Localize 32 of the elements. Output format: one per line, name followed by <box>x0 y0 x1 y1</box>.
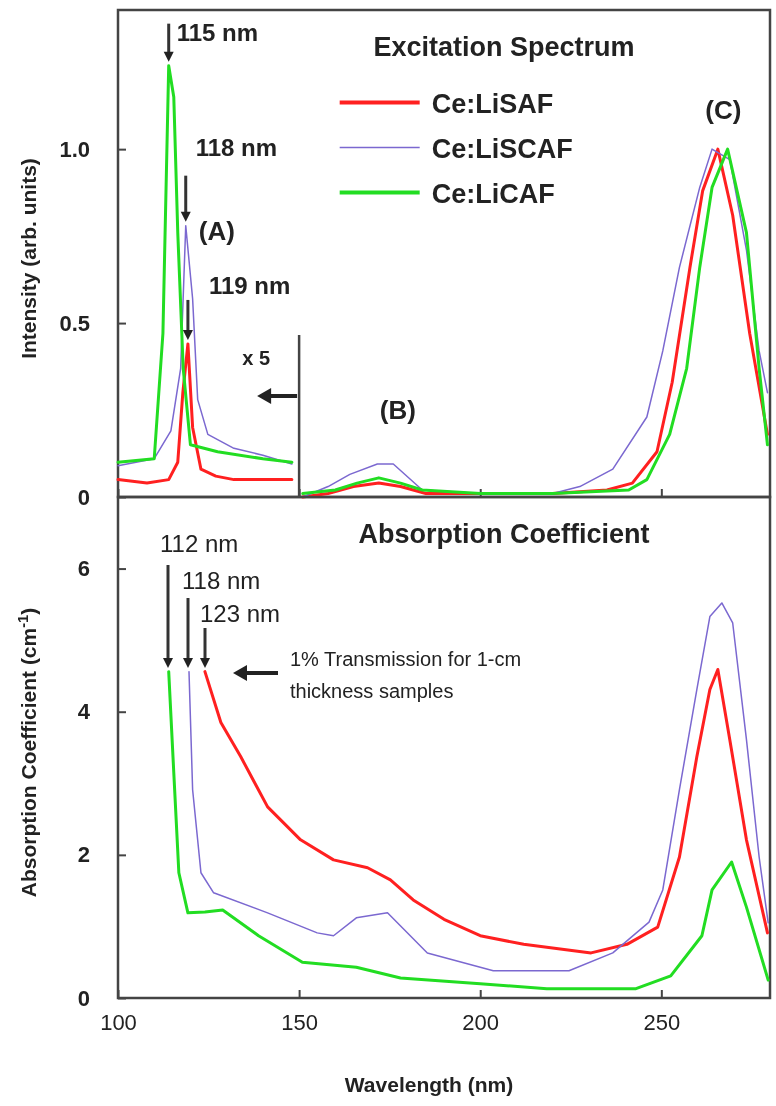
y-tick-label: 6 <box>77 556 90 582</box>
legend-label: Ce:LiCAF <box>431 178 555 209</box>
y-tick-label: 1.0 <box>59 136 90 162</box>
line-series <box>188 602 769 972</box>
x-tick-label: 200 <box>462 1009 500 1035</box>
y-tick-label: 0.5 <box>59 310 90 336</box>
legend-label: Ce:LiSAF <box>431 88 554 119</box>
legend-label: Ce:LiSCAF <box>431 133 573 164</box>
annotation: 115 nm <box>176 18 259 46</box>
y-tick-label: 0 <box>77 985 90 1011</box>
y-tick-label: 4 <box>77 699 91 725</box>
x-tick-label: 100 <box>100 1009 137 1035</box>
annotation: 119 nm <box>208 271 291 299</box>
annotation: 118 nm <box>182 567 261 594</box>
x-tick-label: 150 <box>281 1009 318 1035</box>
y-tick-label: 2 <box>77 842 90 868</box>
text: Excitation Spectrum <box>373 32 635 62</box>
annotation: 123 nm <box>200 600 281 627</box>
annotation: 1% Transmission for 1-cm thickness samples <box>290 648 522 702</box>
annotation: (C) <box>705 95 742 126</box>
text: Absorption Coefficient <box>358 519 650 549</box>
annotation: (A) <box>198 215 235 246</box>
annotation: 118 nm <box>195 133 278 161</box>
ref-line-label: x 5 <box>242 347 271 369</box>
annotation: (B) <box>379 394 416 425</box>
x-axis-title: Wavelength (nm) <box>344 1073 514 1096</box>
y-axis-title: Intensity (arb. units) <box>17 158 40 359</box>
line-series <box>203 667 769 955</box>
x-tick-label: 250 <box>643 1009 681 1035</box>
annotation: 112 nm <box>160 530 239 557</box>
y-tick-label: 0 <box>77 484 90 510</box>
line-series <box>167 670 770 991</box>
